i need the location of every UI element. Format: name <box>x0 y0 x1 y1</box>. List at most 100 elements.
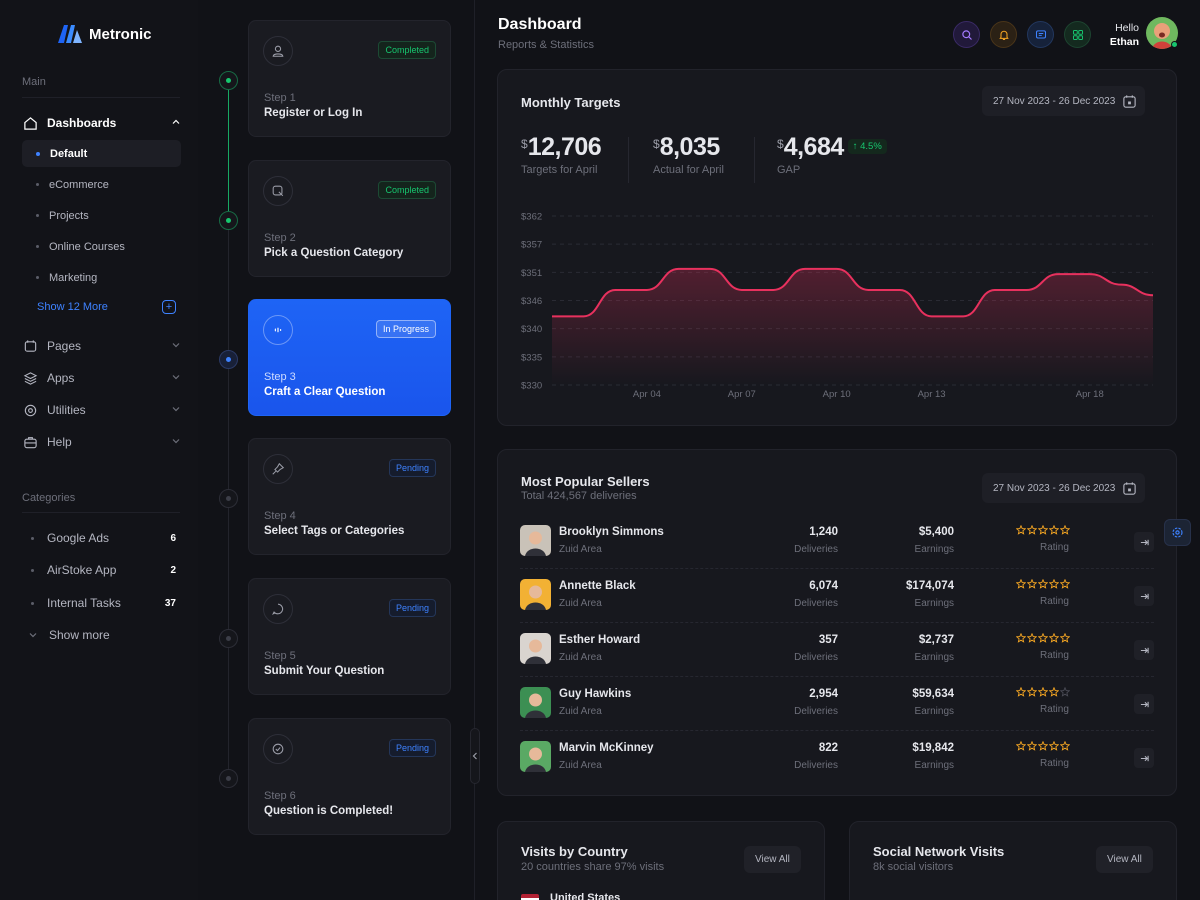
main-section-label: Main <box>22 76 46 88</box>
step-card-6[interactable]: Pending Step 6 Question is Completed! <box>248 718 451 835</box>
star-icon <box>1038 579 1048 589</box>
chart-x-tick-label: Apr 10 <box>823 389 851 400</box>
status-badge: Pending <box>388 599 436 617</box>
seller-row: Marvin McKinney Zuid Area 822 Deliveries $19… <box>520 731 1154 785</box>
step-card-1[interactable]: Completed Step 1 Register or Log In <box>248 20 451 137</box>
hello-text: Hello <box>1115 22 1139 34</box>
earnings-caption: Earnings <box>914 598 954 609</box>
sub-item-projects[interactable]: Projects <box>22 202 181 229</box>
nav-pages-label: Pages <box>47 339 82 353</box>
nav-help[interactable]: Help <box>22 429 182 455</box>
category-airstoke-app[interactable]: AirStoke App 2 <box>22 559 178 581</box>
star-icon <box>1049 579 1059 589</box>
sub-item-marketing[interactable]: Marketing <box>22 264 181 291</box>
page-title: Dashboard <box>498 16 582 33</box>
metronic-logo-icon <box>58 25 82 43</box>
chevron-down-icon <box>172 439 180 444</box>
sub-item-online-courses[interactable]: Online Courses <box>22 233 181 260</box>
step-number: Step 2 <box>264 232 296 244</box>
step-node-2 <box>219 211 238 230</box>
deliveries-caption: Deliveries <box>794 760 838 771</box>
chart-series-line <box>551 267 1154 318</box>
step-card-3[interactable]: In Progress Step 3 Craft a Clear Questio… <box>248 299 451 416</box>
sub-item-default[interactable]: Default <box>22 140 181 167</box>
star-icon <box>1027 579 1037 589</box>
targets-area-chart: $362 $357 $351 $346 $340 $335 $330 Apr 04 Apr 0… <box>521 212 1154 400</box>
seller-name: Annette Black <box>559 580 636 592</box>
divider <box>754 137 755 183</box>
category-label: AirStoke App <box>47 563 117 577</box>
seller-row: Brooklyn Simmons Zuid Area 1,240 Deliveries… <box>520 515 1154 569</box>
pages-icon <box>22 338 38 354</box>
bullet-icon <box>36 214 39 217</box>
avatar-icon <box>520 741 551 772</box>
stat-value: 8,035 <box>659 133 721 161</box>
search-button[interactable] <box>953 21 980 48</box>
chart-y-tick-label: $346 <box>521 296 542 307</box>
divider <box>22 512 180 513</box>
date-range-picker[interactable]: 27 Nov 2023 - 26 Dec 2023 <box>982 473 1146 503</box>
categories-section-label: Categories <box>22 492 76 504</box>
stat-targets: $12,706 Targets for April <box>521 133 602 176</box>
seller-area: Zuid Area <box>559 652 602 663</box>
show-more-dashboards-link[interactable]: Show 12 More <box>37 301 108 313</box>
nav-apps[interactable]: Apps <box>22 365 182 391</box>
collapse-panel-button[interactable] <box>470 728 480 784</box>
step-number: Step 6 <box>264 790 296 802</box>
seller-row: Guy Hawkins Zuid Area 2,954 Deliveries $59,6… <box>520 677 1154 731</box>
date-range-text: 27 Nov 2023 - 26 Dec 2023 <box>993 95 1116 107</box>
category-google-ads[interactable]: Google Ads 6 <box>22 527 178 549</box>
nav-pages[interactable]: Pages <box>22 333 182 359</box>
view-all-countries-button[interactable]: View All <box>744 846 801 873</box>
seller-row: Esther Howard Zuid Area 357 Deliveries $2,73… <box>520 623 1154 677</box>
nav-utilities[interactable]: Utilities <box>22 397 182 423</box>
seller-deliveries: 1,240 <box>809 526 838 538</box>
messages-button[interactable] <box>1027 21 1054 48</box>
step-card-5[interactable]: Pending Step 5 Submit Your Question <box>248 578 451 695</box>
category-label: Internal Tasks <box>47 596 121 610</box>
chart-x-tick-label: Apr 13 <box>918 389 946 400</box>
message-icon <box>1035 29 1046 39</box>
add-dashboard-button[interactable]: + <box>162 300 176 314</box>
step-card-4[interactable]: Pending Step 4 Select Tags or Categories <box>248 438 451 555</box>
seller-details-button[interactable] <box>1134 532 1154 552</box>
layers-icon <box>22 370 38 386</box>
nav-dashboards[interactable]: Dashboards <box>22 110 182 136</box>
seller-details-button[interactable] <box>1134 586 1154 606</box>
sub-item-label: Projects <box>49 209 89 222</box>
settings-toggle-button[interactable] <box>1164 519 1191 546</box>
seller-details-button[interactable] <box>1134 640 1154 660</box>
bullet-icon <box>31 568 34 572</box>
divider <box>628 137 629 183</box>
grid-icon <box>1072 29 1083 40</box>
seller-earnings: $174,074 <box>906 580 954 592</box>
card-subtitle: 20 countries share 97% visits <box>521 861 665 873</box>
sub-item-ecommerce[interactable]: eCommerce <box>22 171 181 198</box>
stat-value: 4,684 <box>783 133 845 161</box>
seller-rating-stars <box>1016 741 1070 751</box>
chevron-up-icon <box>172 119 180 124</box>
online-status-icon <box>1171 41 1178 48</box>
apps-button[interactable] <box>1064 21 1091 48</box>
currency: $ <box>777 137 784 151</box>
brand[interactable]: Metronic <box>57 24 152 44</box>
seller-deliveries: 2,954 <box>809 688 838 700</box>
star-icon <box>1016 525 1026 535</box>
seller-details-button[interactable] <box>1134 748 1154 768</box>
bell-icon <box>998 30 1009 40</box>
seller-details-button[interactable] <box>1134 694 1154 714</box>
category-count: 37 <box>164 597 176 609</box>
bullet-icon <box>31 601 34 605</box>
step-card-2[interactable]: Completed Step 2 Pick a Question Categor… <box>248 160 451 277</box>
stepper-track <box>228 81 229 781</box>
category-show-more[interactable]: Show more <box>22 624 178 646</box>
gear-icon <box>1172 527 1183 538</box>
bullet-icon <box>31 536 34 540</box>
chevron-down-icon <box>172 375 180 380</box>
date-range-picker[interactable]: 27 Nov 2023 - 26 Dec 2023 <box>982 86 1146 116</box>
notifications-button[interactable] <box>990 21 1017 48</box>
pin-icon <box>263 454 293 484</box>
view-all-social-button[interactable]: View All <box>1096 846 1153 873</box>
category-internal-tasks[interactable]: Internal Tasks 37 <box>22 592 178 614</box>
chart-y-tick-label: $330 <box>521 381 542 392</box>
